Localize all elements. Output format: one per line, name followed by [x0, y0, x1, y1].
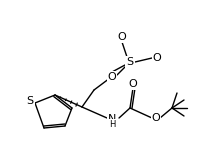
Text: O: O: [153, 53, 161, 63]
Text: S: S: [126, 57, 134, 67]
Text: O: O: [152, 113, 160, 123]
Text: O: O: [129, 79, 137, 89]
Text: S: S: [27, 96, 34, 106]
Text: O: O: [118, 32, 126, 42]
Text: H: H: [109, 119, 115, 128]
Text: O: O: [108, 72, 116, 82]
Text: N: N: [108, 114, 116, 124]
